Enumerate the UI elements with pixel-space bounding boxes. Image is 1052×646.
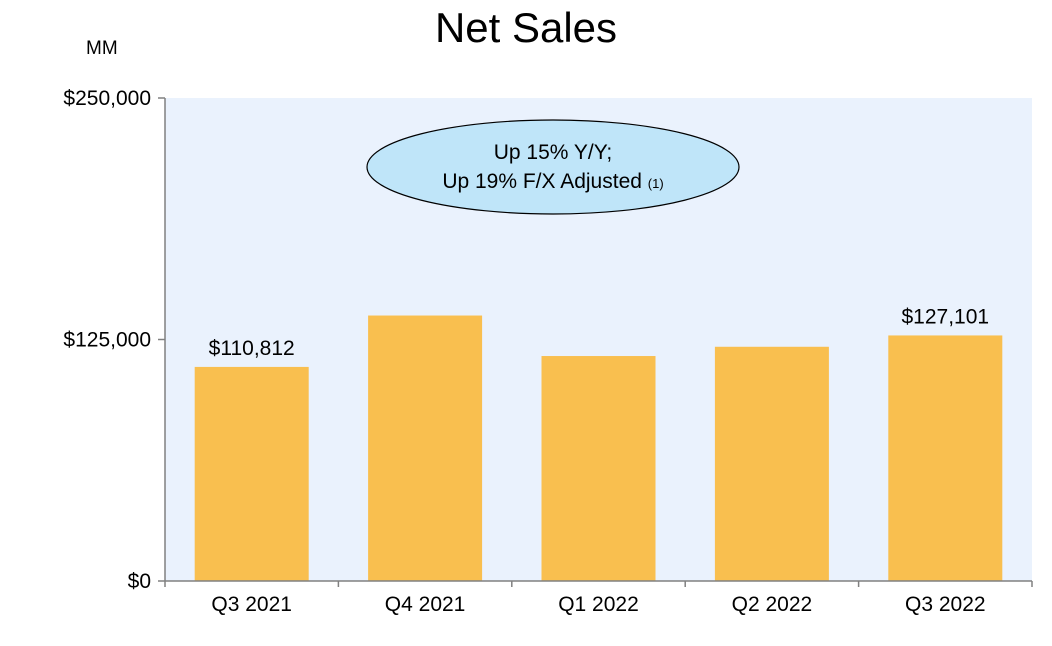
x-tick-label: Q3 2022	[905, 593, 986, 616]
labels-group: Q3 2021 $110,812 Q4 2021 Q1 2022 Q2 2022 Q3 2…	[63, 87, 989, 616]
axes-group	[158, 97, 1033, 587]
bar-q3-2021	[194, 366, 309, 581]
data-label: $110,812	[209, 337, 295, 360]
x-tick-label: Q4 2021	[385, 593, 466, 616]
callout-line-2: Up 19% F/X Adjusted (1)	[366, 167, 740, 198]
callout-bubble	[366, 119, 740, 215]
bars-group	[194, 315, 1003, 581]
y-tick-label: $125,000	[63, 329, 151, 352]
callout-line-1: Up 15% Y/Y;	[493, 141, 613, 164]
bar-q4-2021	[368, 315, 483, 581]
x-tick-label: Q2 2022	[732, 593, 813, 616]
x-tick-label: Q3 2021	[211, 593, 292, 616]
y-tick-label: $250,000	[63, 87, 151, 110]
callout-line-2-text: Up 19% F/X Adjusted	[442, 170, 642, 193]
bar-q2-2022	[714, 346, 829, 581]
unit-label: MM	[86, 38, 118, 59]
bar-q3-2022	[888, 335, 1003, 581]
chart-title: Net Sales	[434, 4, 618, 51]
y-tick-label: $0	[128, 570, 151, 593]
data-label: $127,101	[902, 305, 990, 328]
bar-q1-2022	[541, 356, 656, 581]
x-tick-label: Q1 2022	[558, 593, 639, 616]
callout-text: Up 15% Y/Y; Up 19% F/X Adjusted (1)	[366, 138, 740, 198]
callout-footnote: (1)	[647, 176, 664, 191]
